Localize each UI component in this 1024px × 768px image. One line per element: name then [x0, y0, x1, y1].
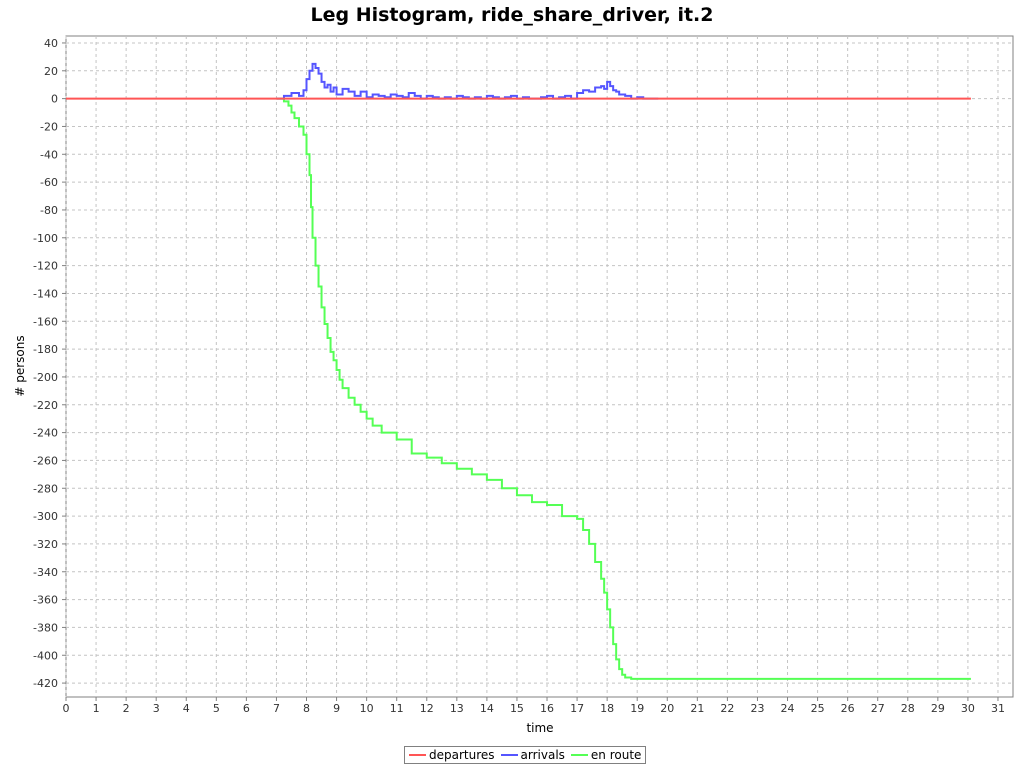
legend: departures arrivals en route	[404, 746, 647, 764]
x-tick-label: 6	[243, 702, 250, 715]
series-line-en-route	[276, 97, 971, 680]
x-tick-label: 7	[273, 702, 280, 715]
x-tick-label: 26	[841, 702, 855, 715]
legend-label-en-route: en route	[590, 748, 642, 762]
x-tick-label: 3	[153, 702, 160, 715]
legend-item-en-route: en route	[570, 748, 642, 762]
x-tick-label: 28	[901, 702, 915, 715]
y-axis-label: # persons	[13, 335, 27, 396]
x-tick-label: 11	[390, 702, 404, 715]
y-tick-label: -420	[33, 677, 58, 690]
x-tick-label: 20	[660, 702, 674, 715]
x-tick-label: 31	[991, 702, 1005, 715]
x-tick-label: 19	[630, 702, 644, 715]
x-tick-label: 16	[540, 702, 554, 715]
y-tick-label: -100	[33, 232, 58, 245]
grid-layer	[65, 36, 1013, 697]
y-tick-label: -340	[33, 566, 58, 579]
y-tick-label: -400	[33, 649, 58, 662]
x-tick-label: 30	[961, 702, 975, 715]
y-tick-label: -60	[40, 176, 58, 189]
x-tick-label: 8	[303, 702, 310, 715]
x-tick-label: 14	[480, 702, 494, 715]
plot-background	[65, 35, 1014, 698]
x-tick-label: 22	[720, 702, 734, 715]
y-tick-label: -180	[33, 343, 58, 356]
legend-label-arrivals: arrivals	[520, 748, 565, 762]
x-tick-label: 23	[750, 702, 764, 715]
y-tick-label: -120	[33, 260, 58, 273]
x-tick-label: 12	[420, 702, 434, 715]
x-tick-label: 0	[63, 702, 70, 715]
y-tick-label: -80	[40, 204, 58, 217]
chart-title: Leg Histogram, ride_share_driver, it.2	[310, 4, 714, 26]
x-tick-label: 27	[871, 702, 885, 715]
x-tick-label: 1	[93, 702, 100, 715]
y-tick-label: -320	[33, 538, 58, 551]
y-tick-label: -160	[33, 315, 58, 328]
x-tick-label: 4	[183, 702, 190, 715]
y-tick-label: -260	[33, 454, 58, 467]
x-tick-label: 2	[123, 702, 130, 715]
y-tick-label: 40	[44, 37, 58, 50]
x-tick-label: 29	[931, 702, 945, 715]
x-tick-label: 9	[333, 702, 340, 715]
legend-item-arrivals: arrivals	[500, 748, 565, 762]
y-tick-label: -220	[33, 399, 58, 412]
y-tick-label: 0	[51, 93, 58, 106]
x-tick-label: 21	[690, 702, 704, 715]
y-tick-label: -20	[40, 120, 58, 133]
legend-item-departures: departures	[409, 748, 495, 762]
legend-label-departures: departures	[429, 748, 495, 762]
x-tick-label: 18	[600, 702, 614, 715]
x-tick-label: 17	[570, 702, 584, 715]
y-tick-label: 20	[44, 65, 58, 78]
y-tick-label: -380	[33, 621, 58, 634]
legend-swatch-departures	[409, 754, 426, 756]
y-tick-label: -240	[33, 427, 58, 440]
axis-layer: 0 1 2 3 4 5 6 7 8 9 10 11 12 13 14 15 16 17 18 19 20 21 22 23 24…	[33, 37, 1005, 715]
y-tick-label: -300	[33, 510, 58, 523]
y-tick-label: -280	[33, 482, 58, 495]
x-tick-label: 15	[510, 702, 524, 715]
x-tick-label: 5	[213, 702, 220, 715]
y-tick-label: -200	[33, 371, 58, 384]
y-tick-label: -40	[40, 148, 58, 161]
y-tick-label: -140	[33, 287, 58, 300]
series-layer	[66, 62, 971, 680]
y-tick-label: -360	[33, 594, 58, 607]
series-line-arrivals	[276, 62, 659, 100]
x-tick-label: 10	[360, 702, 374, 715]
x-tick-label: 25	[811, 702, 825, 715]
legend-swatch-arrivals	[500, 754, 518, 756]
x-tick-label: 24	[781, 702, 795, 715]
x-axis-label: time	[526, 721, 553, 735]
legend-swatch-en-route	[570, 754, 588, 756]
x-tick-label: 13	[450, 702, 464, 715]
